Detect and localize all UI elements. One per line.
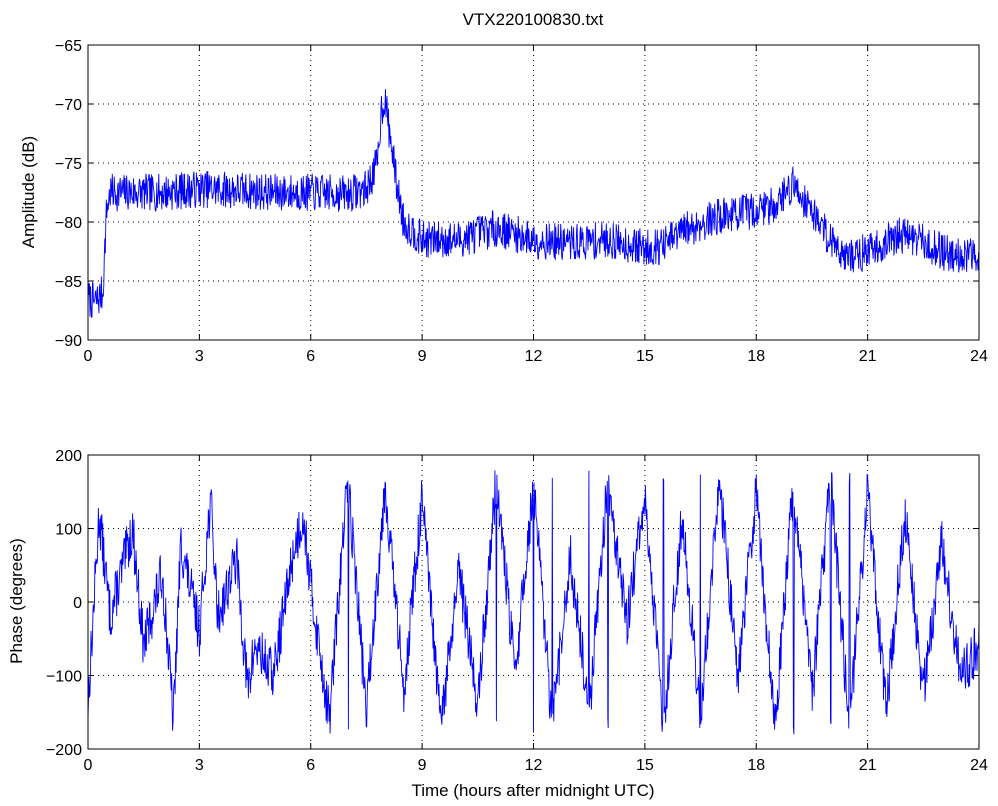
amplitude-x-tick-label: 18 <box>747 348 765 365</box>
amplitude-y-tick-label: −80 <box>55 215 82 232</box>
chart-title: VTX220100830.txt <box>463 10 604 29</box>
amplitude-x-tick-label: 24 <box>970 348 988 365</box>
phase-x-tick-label: 18 <box>747 757 765 774</box>
amplitude-y-tick-label: −75 <box>55 156 82 173</box>
phase-y-tick-label: 100 <box>55 522 82 539</box>
amplitude-x-tick-label: 3 <box>195 348 204 365</box>
phase-x-tick-label: 3 <box>195 757 204 774</box>
phase-x-tick-label: 6 <box>306 757 315 774</box>
amplitude-x-tick-label: 0 <box>84 348 93 365</box>
amplitude-y-tick-label: −90 <box>55 333 82 350</box>
amplitude-y-tick-label: −85 <box>55 274 82 291</box>
amplitude-series-line <box>87 89 980 318</box>
phase-x-tick-label: 15 <box>636 757 654 774</box>
amplitude-y-tick-label: −70 <box>55 97 82 114</box>
phase-x-tick-label: 21 <box>859 757 877 774</box>
phase-x-tick-label: 9 <box>418 757 427 774</box>
phase-ylabel: Phase (degrees) <box>7 538 26 664</box>
phase-x-tick-label: 0 <box>84 757 93 774</box>
phase-y-tick-label: 200 <box>55 448 82 465</box>
phase-x-tick-label: 24 <box>970 757 988 774</box>
phase-panel: Phase (degrees) Time (hours after midnig… <box>7 448 988 800</box>
phase-x-tick-label: 12 <box>525 757 543 774</box>
amplitude-x-tick-label: 15 <box>636 348 654 365</box>
amplitude-y-tick-label: −65 <box>55 38 82 55</box>
amplitude-panel: Amplitude (dB) 0 3 6 9 12 15 18 21 24 −90 −85 −80 −7… <box>19 38 988 365</box>
phase-y-tick-label: 0 <box>73 595 82 612</box>
phase-series-line <box>87 470 980 735</box>
amplitude-ylabel: Amplitude (dB) <box>19 136 38 248</box>
amplitude-x-tick-label: 21 <box>859 348 877 365</box>
amplitude-x-tick-label: 9 <box>418 348 427 365</box>
phase-y-tick-label: −200 <box>46 742 82 759</box>
amplitude-x-tick-label: 6 <box>306 348 315 365</box>
phase-y-tick-label: −100 <box>46 669 82 686</box>
amplitude-x-tick-label: 12 <box>525 348 543 365</box>
phase-xlabel: Time (hours after midnight UTC) <box>411 781 654 800</box>
